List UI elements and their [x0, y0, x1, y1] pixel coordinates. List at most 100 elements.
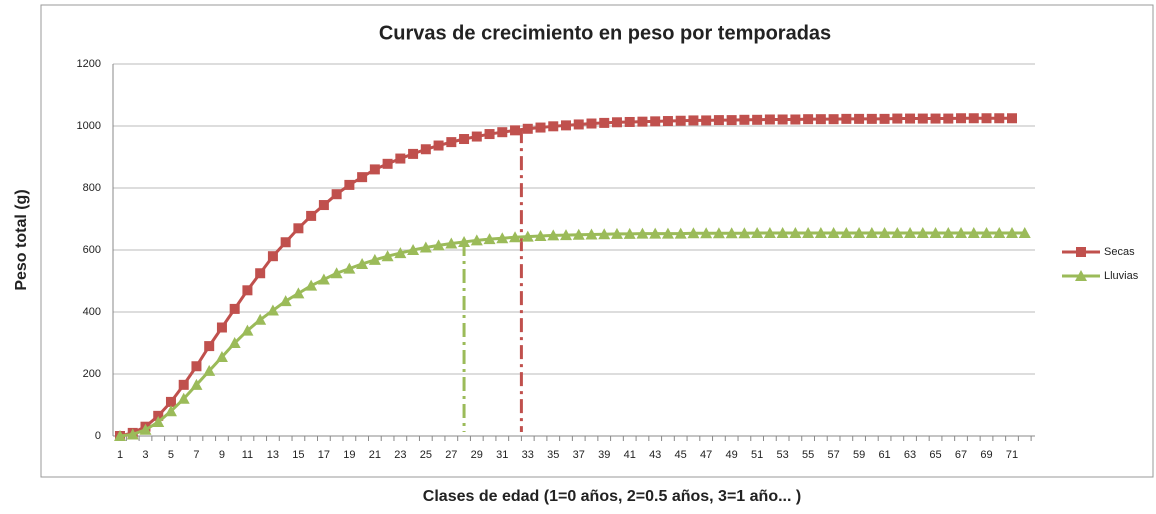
- marker: [1007, 113, 1017, 124]
- marker: [675, 115, 686, 126]
- marker: [165, 396, 176, 407]
- marker: [560, 229, 572, 241]
- marker: [930, 113, 941, 124]
- marker: [878, 226, 891, 238]
- marker: [216, 322, 227, 333]
- y-tick-label: 1200: [77, 58, 101, 70]
- marker: [432, 239, 445, 251]
- chart-title: Curvas de crecimiento en peso por tempor…: [379, 22, 831, 44]
- x-tick-label: 43: [649, 449, 661, 461]
- x-tick-label: 25: [420, 449, 432, 461]
- marker: [674, 227, 687, 239]
- marker: [917, 113, 928, 124]
- marker: [956, 113, 967, 124]
- x-tick-label: 47: [700, 449, 712, 461]
- marker: [534, 230, 547, 242]
- marker: [139, 423, 152, 435]
- marker: [521, 230, 534, 242]
- legend-label: Secas: [1104, 246, 1135, 258]
- marker: [980, 226, 993, 238]
- marker: [305, 279, 318, 291]
- marker: [483, 233, 496, 245]
- marker: [802, 226, 815, 238]
- marker: [458, 235, 471, 247]
- marker: [905, 113, 916, 124]
- x-tick-label: 65: [929, 449, 941, 461]
- marker: [650, 116, 661, 127]
- y-tick-label: 600: [83, 244, 101, 256]
- marker: [687, 227, 700, 239]
- x-tick-label: 37: [573, 449, 585, 461]
- marker: [763, 226, 776, 238]
- marker: [1075, 270, 1087, 281]
- marker: [624, 116, 635, 127]
- marker: [662, 116, 673, 127]
- marker: [688, 115, 699, 126]
- marker: [266, 304, 279, 316]
- marker: [636, 227, 649, 239]
- marker: [368, 253, 381, 265]
- marker: [446, 137, 457, 148]
- x-tick-label: 63: [904, 449, 916, 461]
- x-tick-label: 57: [827, 449, 839, 461]
- marker: [764, 114, 775, 125]
- marker: [407, 244, 420, 255]
- marker: [700, 227, 713, 239]
- y-tick-label: 1000: [77, 120, 101, 132]
- marker: [854, 113, 865, 124]
- marker: [891, 226, 904, 238]
- marker: [713, 115, 724, 126]
- marker: [814, 226, 827, 238]
- marker: [561, 120, 571, 131]
- x-tick-label: 1: [117, 449, 123, 461]
- marker: [548, 121, 559, 132]
- marker: [981, 113, 992, 124]
- marker: [229, 303, 240, 314]
- marker: [776, 226, 789, 238]
- marker: [420, 144, 431, 155]
- marker: [292, 287, 305, 299]
- marker: [191, 361, 202, 372]
- marker: [471, 131, 482, 142]
- marker: [242, 285, 253, 296]
- marker: [1076, 247, 1086, 257]
- y-tick-label: 800: [83, 182, 101, 194]
- marker: [866, 113, 877, 124]
- x-tick-label: 69: [980, 449, 992, 461]
- marker: [879, 113, 890, 124]
- marker: [318, 200, 329, 211]
- marker: [510, 125, 521, 136]
- marker: [357, 172, 368, 183]
- marker: [126, 428, 139, 440]
- marker: [215, 350, 228, 362]
- marker: [827, 226, 840, 238]
- x-tick-label: 31: [496, 449, 508, 461]
- marker: [408, 148, 419, 159]
- marker: [382, 158, 393, 169]
- marker: [255, 268, 266, 279]
- marker: [661, 227, 674, 239]
- marker: [701, 115, 712, 126]
- x-tick-label: 27: [445, 449, 457, 461]
- marker: [433, 140, 444, 151]
- x-tick-label: 45: [675, 449, 687, 461]
- x-tick-label: 5: [168, 449, 174, 461]
- marker: [177, 392, 190, 404]
- x-tick-label: 35: [547, 449, 559, 461]
- marker: [943, 113, 954, 124]
- marker: [203, 364, 216, 376]
- marker: [752, 114, 763, 125]
- marker: [649, 227, 662, 239]
- marker: [522, 123, 533, 134]
- x-tick-label: 61: [878, 449, 890, 461]
- marker: [828, 114, 839, 125]
- marker: [777, 114, 788, 125]
- x-tick-label: 19: [343, 449, 355, 461]
- x-tick-label: 53: [777, 449, 789, 461]
- x-tick-label: 55: [802, 449, 814, 461]
- marker: [841, 113, 852, 124]
- marker: [330, 267, 343, 279]
- x-tick-label: 29: [471, 449, 483, 461]
- x-tick-label: 33: [522, 449, 534, 461]
